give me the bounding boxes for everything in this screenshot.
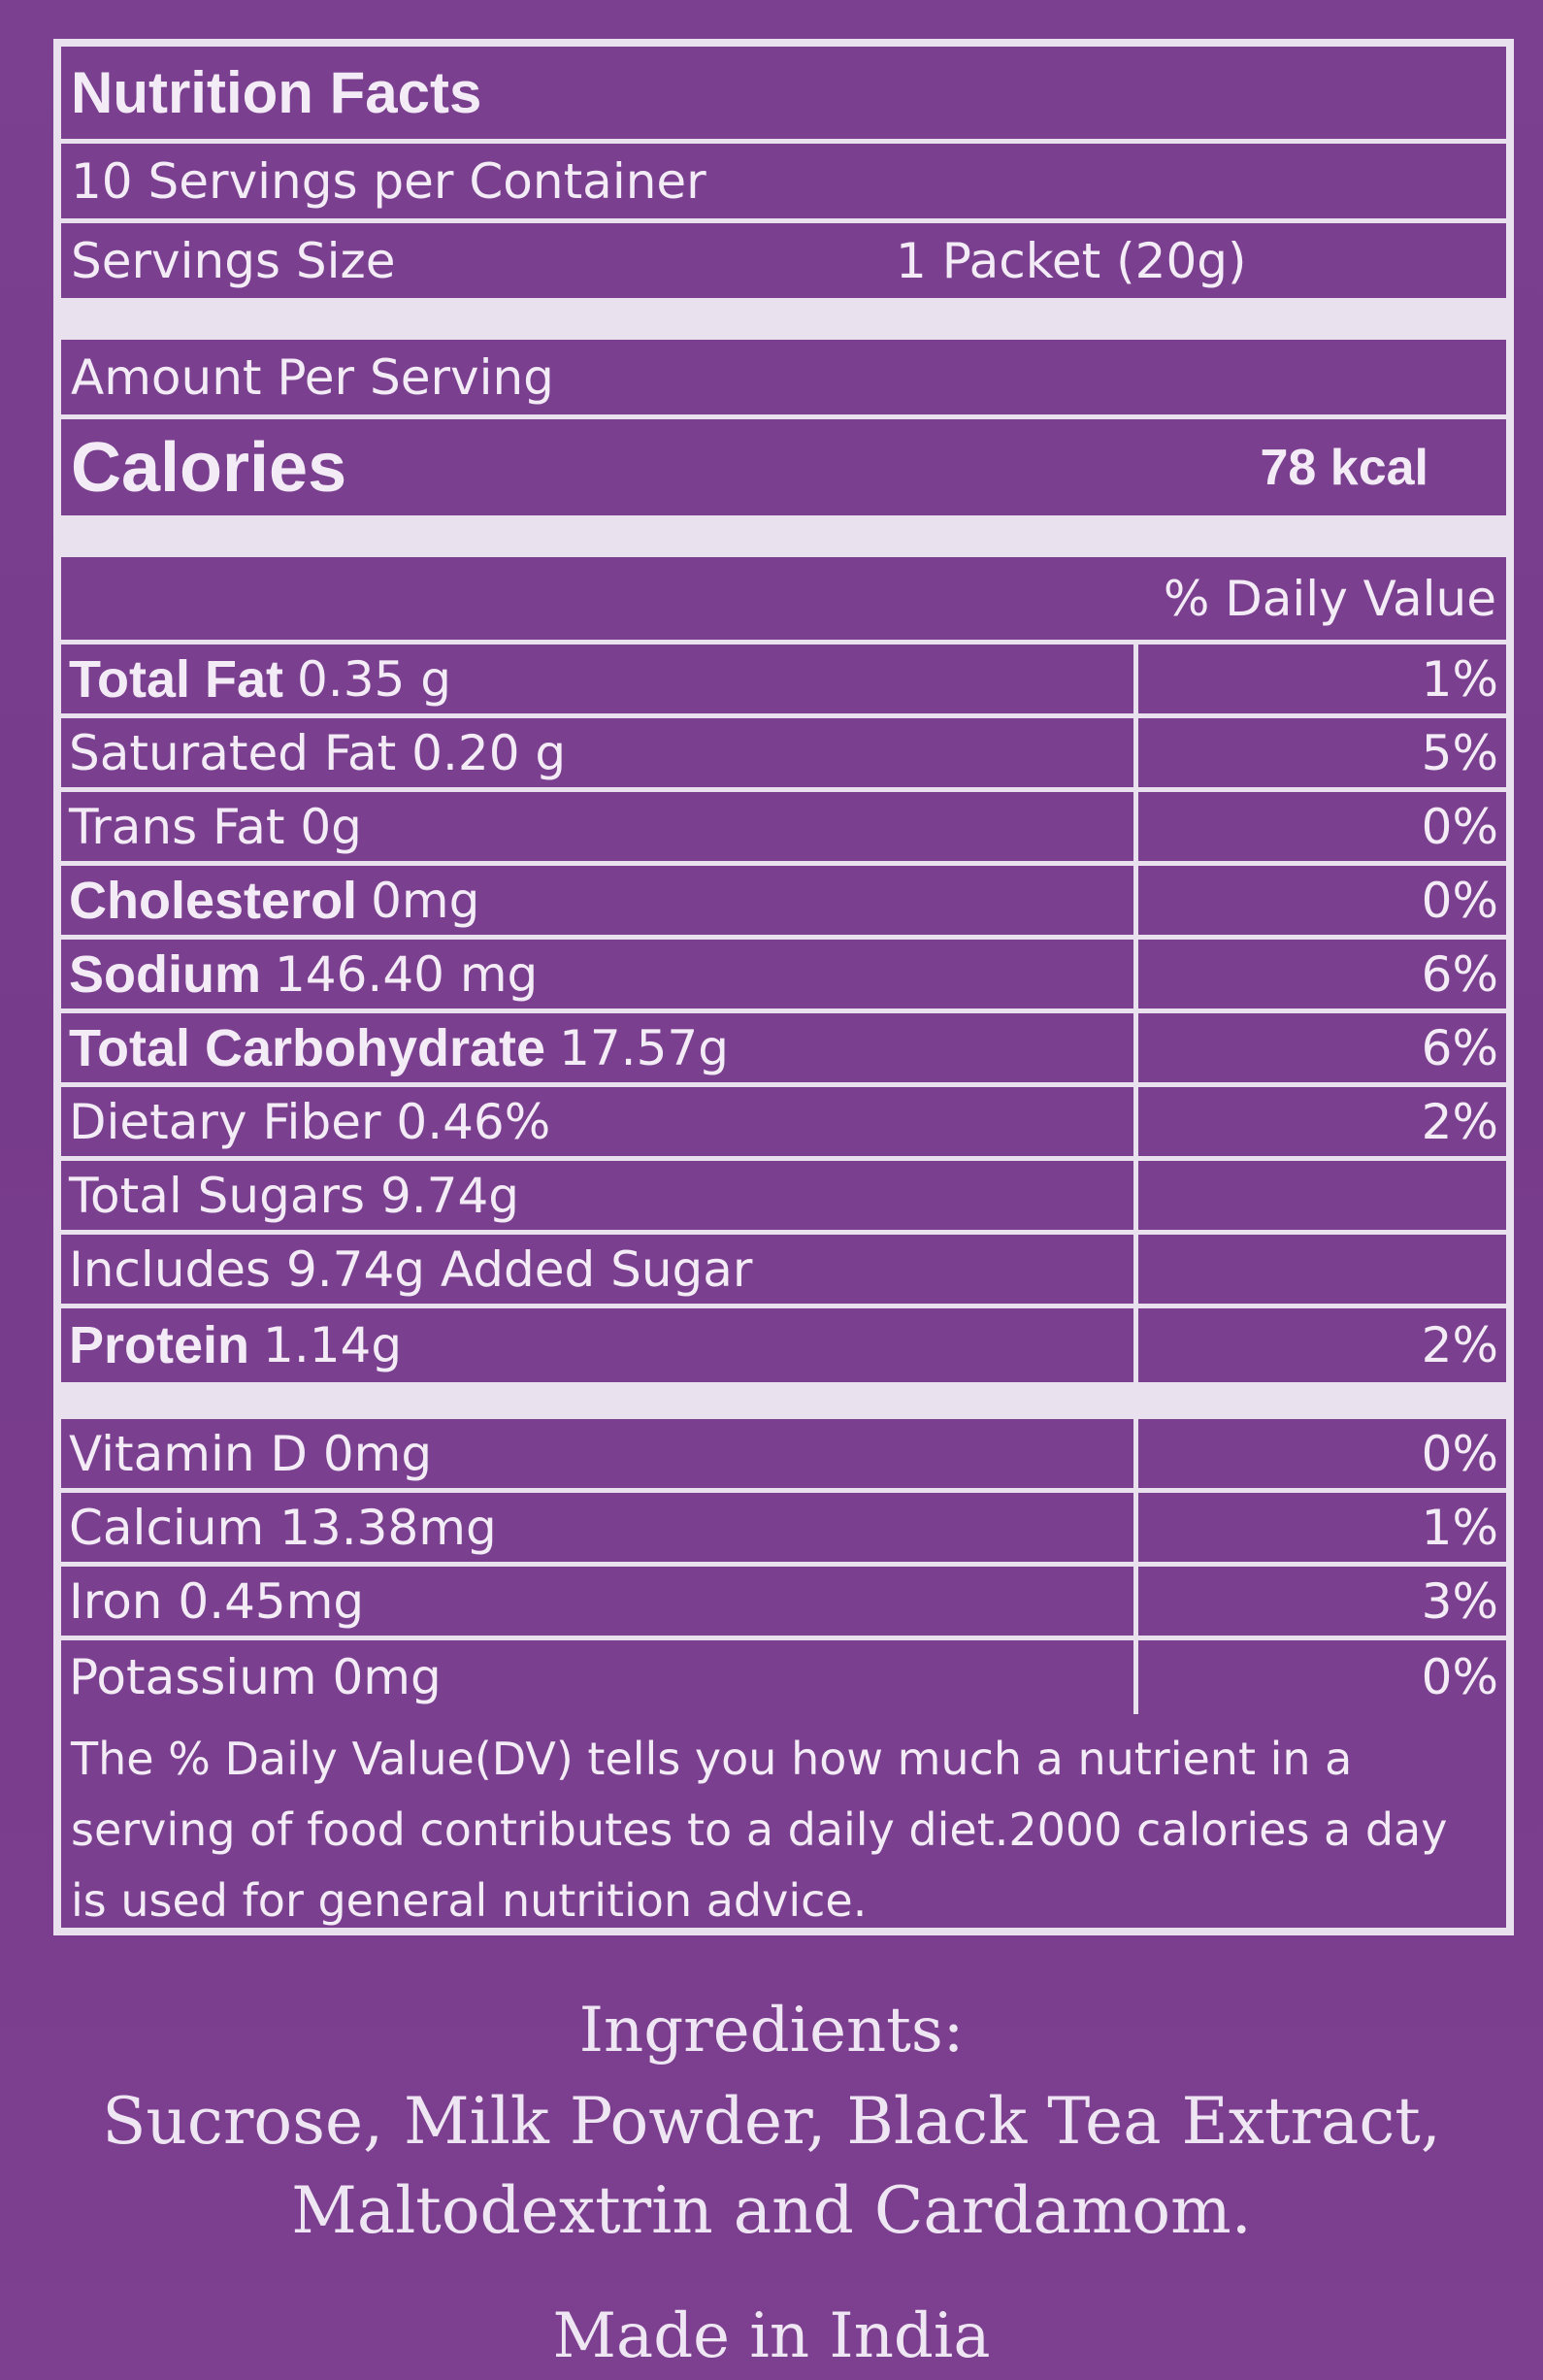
serving-size-value: 1 Packet (20g) [896, 232, 1247, 289]
nutrient-dv: 2% [1421, 1317, 1498, 1373]
nutrient-row: Saturated Fat 0.20 g 5% [61, 718, 1506, 792]
nutrient-value: 146.40 mg [275, 945, 539, 1003]
vitamin-row: Potassium 0mg 0% [61, 1640, 1506, 1714]
divider [61, 1382, 1506, 1419]
vitamin-row: Calcium 13.38mg 1% [61, 1493, 1506, 1567]
nutrient-value: Saturated Fat 0.20 g [69, 724, 567, 781]
vitamin-list: Vitamin D 0mg 0% Calcium 13.38mg 1% Iron… [61, 1419, 1506, 1714]
nutrient-name: Sodium [69, 944, 261, 1004]
nutrient-name: Total Carbohydrate [69, 1018, 546, 1077]
nutrient-value: Includes 9.74g Added Sugar [69, 1240, 753, 1298]
vitamin-dv: 3% [1421, 1572, 1498, 1630]
vitamin-dv: 0% [1421, 1425, 1498, 1482]
nutrient-value: Total Sugars 9.74g [69, 1167, 520, 1224]
vitamin-row: Iron 0.45mg 3% [61, 1567, 1506, 1640]
nutrient-name: Total Fat [69, 649, 283, 709]
divider [61, 303, 1506, 340]
nutrient-value: 0.35 g [296, 650, 451, 708]
ingredients-list: Sucrose, Milk Powder, Black Tea Extract,… [0, 2077, 1543, 2256]
nutrient-value: 17.57g [559, 1019, 729, 1076]
servings-per-container: 10 Servings per Container [61, 144, 1506, 223]
daily-value-footnote: The % Daily Value(DV) tells you how much… [61, 1714, 1506, 1928]
ingredients-line: Maltodextrin and Cardamom. [291, 2173, 1252, 2248]
vitamin-value: Calcium 13.38mg [61, 1493, 1138, 1562]
nutrient-row: Total Fat 0.35 g 1% [61, 645, 1506, 718]
vitamin-value: Vitamin D 0mg [61, 1419, 1138, 1488]
nutrient-value: 1.14g [263, 1317, 403, 1373]
nutrient-row: Sodium 146.40 mg 6% [61, 940, 1506, 1013]
amount-per-serving: Amount Per Serving [61, 340, 1506, 419]
nutrient-row: Trans Fat 0g 0% [61, 792, 1506, 866]
nutrition-title: Nutrition Facts [61, 47, 1506, 144]
vitamin-value: Iron 0.45mg [61, 1567, 1138, 1636]
nutrient-dv: 2% [1421, 1093, 1498, 1150]
nutrient-row: Dietary Fiber 0.46% 2% [61, 1087, 1506, 1161]
ingredients-line: Sucrose, Milk Powder, Black Tea Extract, [102, 2084, 1441, 2159]
country-of-origin: Made in India [552, 2300, 991, 2372]
serving-size-row: Servings Size 1 Packet (20g) [61, 223, 1506, 303]
nutrient-dv: 6% [1421, 945, 1498, 1003]
nutrient-list: Total Fat 0.35 g 1% Saturated Fat 0.20 g … [61, 645, 1506, 1382]
nutrient-row: Includes 9.74g Added Sugar [61, 1235, 1506, 1308]
nutrient-row: Total Sugars 9.74g [61, 1161, 1506, 1235]
nutrient-name: Protein [69, 1316, 250, 1374]
calories-label: Calories [71, 428, 347, 507]
divider [61, 520, 1506, 557]
vitamin-value: Potassium 0mg [61, 1640, 1138, 1714]
nutrient-value: 0mg [371, 872, 480, 929]
calories-row: Calories 78 kcal [61, 419, 1506, 520]
nutrient-row: Cholesterol 0mg 0% [61, 866, 1506, 940]
nutrient-dv: 1% [1421, 650, 1498, 708]
daily-value-header: % Daily Value [61, 557, 1506, 645]
nutrient-row: Total Carbohydrate 17.57g 6% [61, 1013, 1506, 1087]
nutrient-dv: 0% [1421, 872, 1498, 929]
ingredients-title: Ingredients: [578, 1995, 965, 2066]
serving-size-label: Servings Size [71, 232, 396, 289]
nutrient-row: Protein 1.14g 2% [61, 1308, 1506, 1382]
nutrient-dv: 5% [1421, 724, 1498, 781]
nutrition-facts-panel: Nutrition Facts 10 Servings per Containe… [53, 39, 1514, 1935]
nutrient-dv: 0% [1421, 798, 1498, 855]
nutrient-value: Dietary Fiber 0.46% [69, 1093, 551, 1150]
vitamin-row: Vitamin D 0mg 0% [61, 1419, 1506, 1493]
calories-value: 78 kcal [1260, 439, 1429, 496]
nutrient-name: Cholesterol [69, 871, 358, 930]
vitamin-dv: 1% [1421, 1499, 1498, 1556]
vitamin-dv: 0% [1421, 1649, 1498, 1705]
nutrient-dv: 6% [1421, 1019, 1498, 1076]
nutrient-value: Trans Fat 0g [69, 798, 362, 855]
